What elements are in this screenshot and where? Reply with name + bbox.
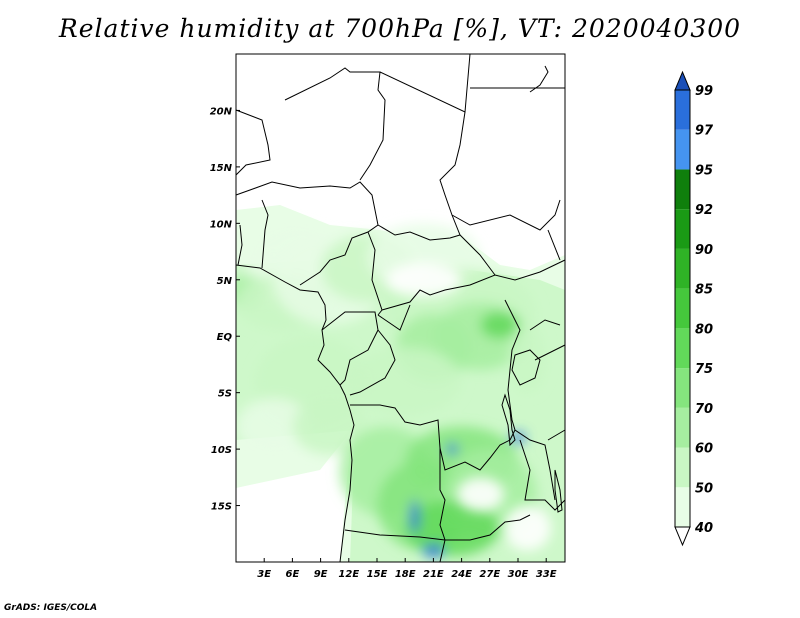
latitude-axis: 20N 15N 10N 5N EQ 5S 10S 15S — [210, 106, 240, 513]
lat-tick-label: 10N — [210, 219, 233, 230]
boundary-south-sudan — [451, 199, 561, 261]
lon-tick-label: 18E — [395, 569, 416, 580]
lon-tick-label: 15E — [367, 569, 388, 580]
colorbar-segment — [675, 447, 690, 488]
lat-tick-label: 5S — [218, 389, 232, 400]
boundary-sahara-north — [235, 109, 271, 176]
boundary-malawi-mozambique — [519, 439, 566, 511]
dry-patch-layer — [386, 262, 551, 551]
humidity-patch — [292, 398, 368, 455]
colorbar-segment — [675, 209, 690, 249]
colorbar-outline — [674, 89, 691, 528]
boundary-zambia-zimbabwe — [439, 514, 531, 563]
lon-tick-label: 12E — [338, 569, 359, 580]
humidity-patch — [348, 347, 462, 416]
boundary-cameroon-car — [367, 231, 383, 316]
humidity-patch — [508, 324, 547, 393]
colorbar-label: 40 — [694, 521, 713, 536]
colorbar-segments — [674, 70, 691, 547]
colorbar-label: 75 — [695, 362, 713, 377]
colorbar-segment — [675, 248, 690, 289]
colorbar-label: 95 — [695, 163, 713, 178]
dry-patch — [386, 262, 462, 297]
colorbar-label: 70 — [695, 402, 713, 417]
humidity-patch — [405, 499, 500, 557]
lon-tick-label: 9E — [314, 569, 328, 580]
lat-tick-label: 10S — [211, 445, 232, 456]
colorbar-label: 50 — [695, 481, 713, 496]
humidity-patch — [236, 398, 312, 455]
lat-tick-label: 15S — [211, 502, 232, 513]
country-boundaries — [235, 53, 566, 563]
colorbar-label: 60 — [695, 442, 713, 457]
grads-credit: GrADS: IGES/COLA — [4, 603, 98, 613]
colorbar-label: 90 — [695, 243, 713, 258]
colorbar-segment — [675, 368, 690, 408]
lat-tick-label: 5N — [217, 276, 233, 287]
coastline — [235, 264, 355, 563]
lat-tick-label: EQ — [217, 332, 233, 343]
colorbar-segment — [675, 169, 690, 210]
humidity-patch — [446, 443, 458, 455]
colorbar-segment — [675, 407, 690, 448]
colorbar-segment — [675, 487, 690, 527]
lon-tick-label: 6E — [286, 569, 300, 580]
dry-patch — [456, 477, 504, 512]
longitude-axis: 3E 6E 9E 12E 15E 18E 21E 24E 27E 30E 33E — [257, 558, 557, 580]
lon-tick-label: 27E — [479, 569, 500, 580]
humidity-patch-layer — [236, 223, 547, 558]
colorbar-label: 92 — [695, 203, 713, 218]
dry-region-southwest — [236, 430, 352, 562]
colorbar-label: 80 — [695, 322, 713, 337]
colorbar-label: 99 — [695, 84, 713, 99]
boundary-angola-namibia — [344, 529, 446, 541]
colorbar-labels: 99 97 95 92 90 85 80 75 70 60 50 40 — [694, 84, 714, 536]
boundary-niger-nigeria — [235, 181, 379, 286]
map-frame — [235, 53, 566, 563]
colorbar-over-triangle — [674, 70, 691, 91]
lon-tick-label: 33E — [536, 569, 557, 580]
colorbar-under-triangle — [674, 526, 691, 547]
boundary-congo-drc — [349, 304, 411, 396]
lon-tick-label: 21E — [423, 569, 444, 580]
lat-tick-label: 20N — [210, 106, 233, 117]
lake-tanganyika — [501, 393, 516, 447]
boundary-tanzania — [529, 319, 566, 441]
colorbar-segment — [675, 90, 690, 130]
colorbar-label: 97 — [695, 124, 714, 139]
boundary-nigeria-benin — [261, 199, 269, 269]
humidity-patch — [409, 499, 420, 534]
lake-malawi — [554, 469, 563, 513]
lon-tick-label: 3E — [257, 569, 271, 580]
red-sea-coast — [529, 65, 549, 93]
boundary-car-congo — [381, 259, 566, 311]
colorbar-segment — [675, 288, 690, 329]
boundary-chad-car — [377, 224, 496, 276]
boundary-ghana-togo — [237, 224, 243, 266]
boundary-drc-angola — [350, 404, 516, 471]
lon-tick-label: 30E — [508, 569, 529, 580]
humidity-patch — [422, 543, 445, 558]
humidity-patch — [480, 311, 518, 339]
boundary-east-lakes — [504, 299, 556, 501]
colorbar-segment — [675, 129, 690, 170]
boundary-gabon-congo — [321, 311, 379, 386]
boundary-mali-niger — [284, 67, 386, 181]
lon-tick-label: 24E — [451, 569, 472, 580]
map-title: Relative humidity at 700hPa [%], VT: 202… — [58, 14, 742, 43]
colorbar-segment — [675, 328, 690, 369]
dry-patch — [503, 505, 551, 551]
lake-victoria — [511, 349, 541, 386]
boundary-angola-zambia — [439, 448, 446, 541]
lat-tick-label: 15N — [210, 163, 233, 174]
colorbar-label: 85 — [695, 283, 713, 298]
